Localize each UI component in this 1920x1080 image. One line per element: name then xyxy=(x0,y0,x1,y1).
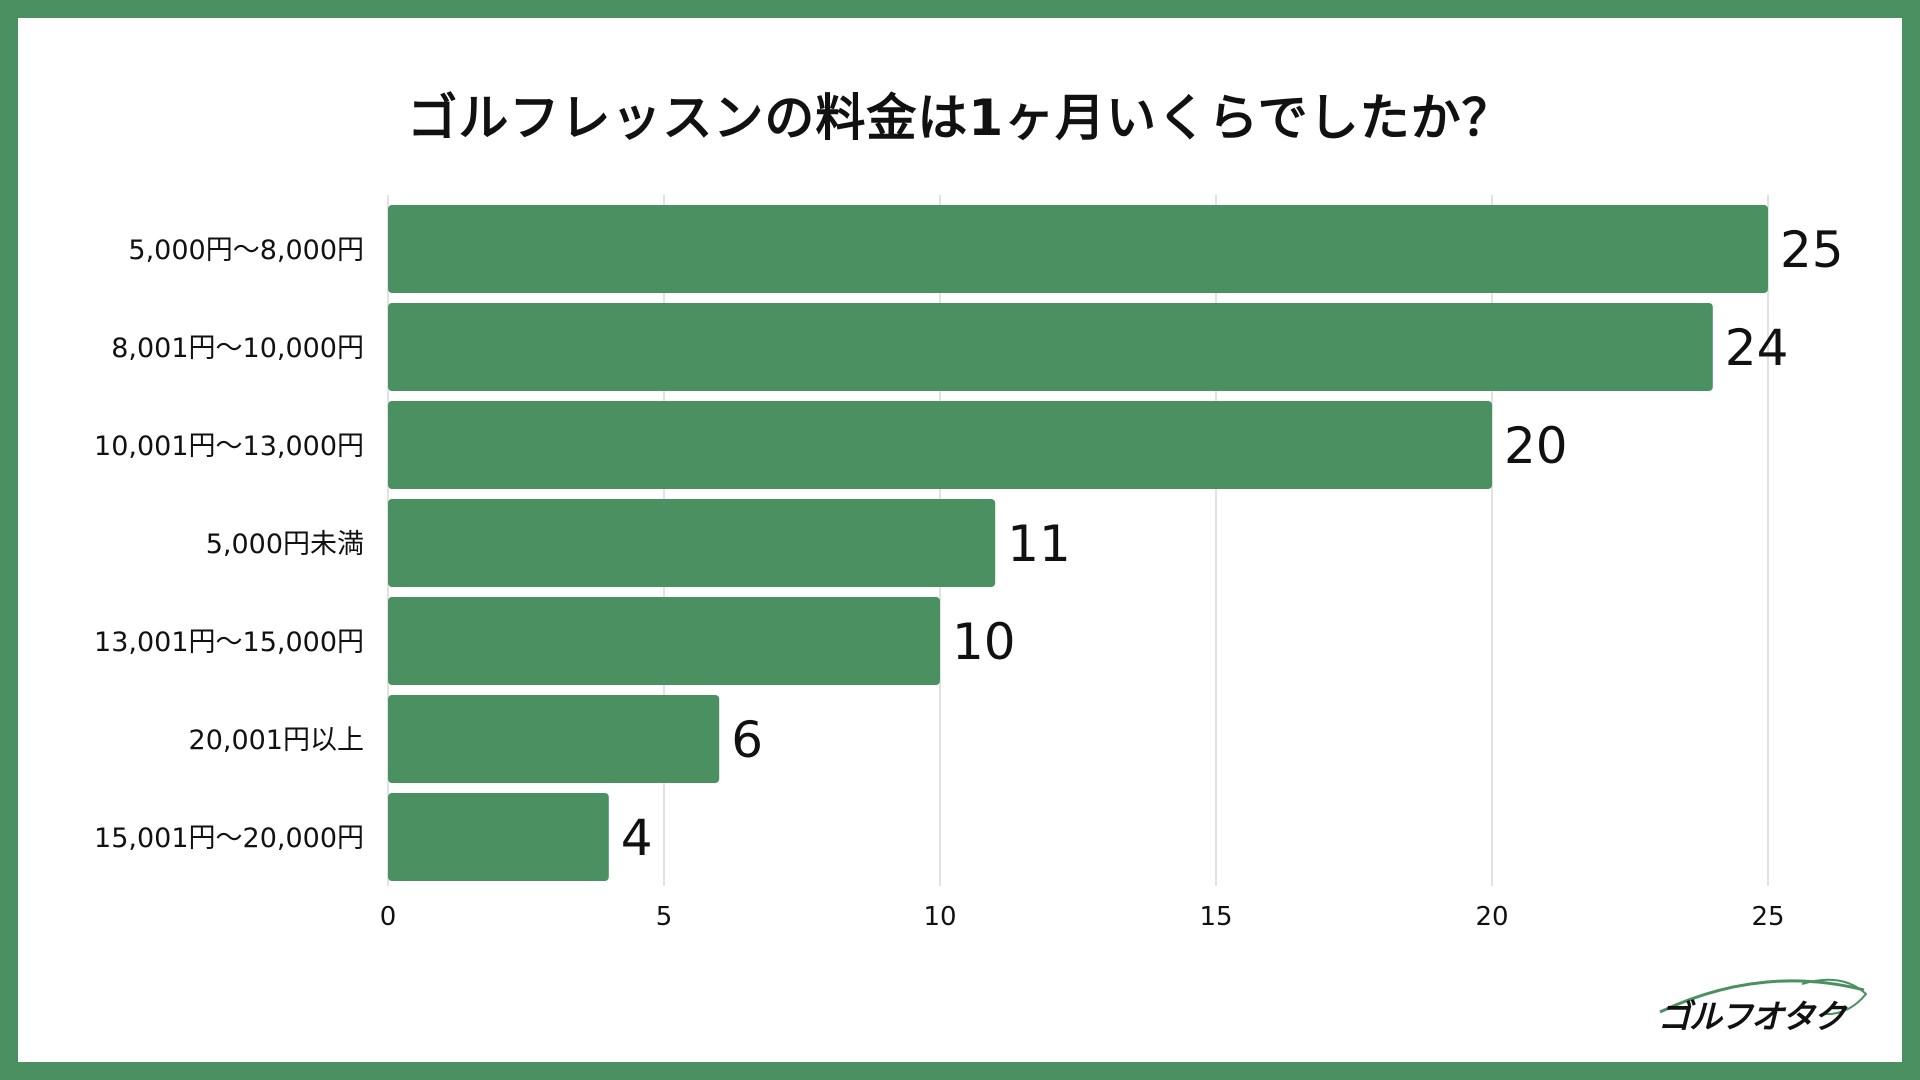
value-label: 24 xyxy=(1725,319,1789,377)
x-tick-label: 20 xyxy=(1475,902,1508,932)
x-tick-label: 25 xyxy=(1751,902,1784,932)
value-label: 20 xyxy=(1504,417,1568,475)
category-label: 5,000円〜8,000円 xyxy=(128,235,364,266)
bar xyxy=(388,597,940,685)
bar xyxy=(388,205,1768,293)
bar xyxy=(388,401,1492,489)
x-tick-label: 0 xyxy=(380,902,397,932)
value-label: 6 xyxy=(731,711,763,769)
category-label: 13,001円〜15,000円 xyxy=(94,627,364,658)
x-tick-label: 15 xyxy=(1199,902,1232,932)
bar xyxy=(388,499,996,587)
category-label: 20,001円以上 xyxy=(189,725,364,756)
category-label: 15,001円〜20,000円 xyxy=(94,823,364,854)
value-label: 4 xyxy=(621,809,653,867)
x-tick-label: 10 xyxy=(923,902,956,932)
bar xyxy=(388,793,609,881)
brand-logo: ゴルフオタク xyxy=(1658,978,1868,1036)
x-axis-ticks: 0 5 10 15 20 25 xyxy=(380,902,1785,932)
x-tick-label: 5 xyxy=(656,902,673,932)
value-label: 25 xyxy=(1780,221,1844,279)
chart-title: ゴルフレッスンの料金は1ヶ月いくらでしたか？ xyxy=(407,89,1513,147)
category-label: 8,001円〜10,000円 xyxy=(111,333,364,364)
bars xyxy=(388,205,1768,881)
value-label: 10 xyxy=(952,613,1016,671)
category-label: 5,000円未満 xyxy=(206,529,364,560)
logo-text: ゴルフオタク xyxy=(1658,997,1848,1036)
bar xyxy=(388,695,720,783)
category-label: 10,001円〜13,000円 xyxy=(94,431,364,462)
value-labels: 25 24 20 11 10 6 4 xyxy=(621,221,1844,867)
category-labels: 5,000円〜8,000円 8,001円〜10,000円 10,001円〜13,00… xyxy=(94,235,364,854)
bar xyxy=(388,303,1713,391)
value-label: 11 xyxy=(1007,515,1071,573)
